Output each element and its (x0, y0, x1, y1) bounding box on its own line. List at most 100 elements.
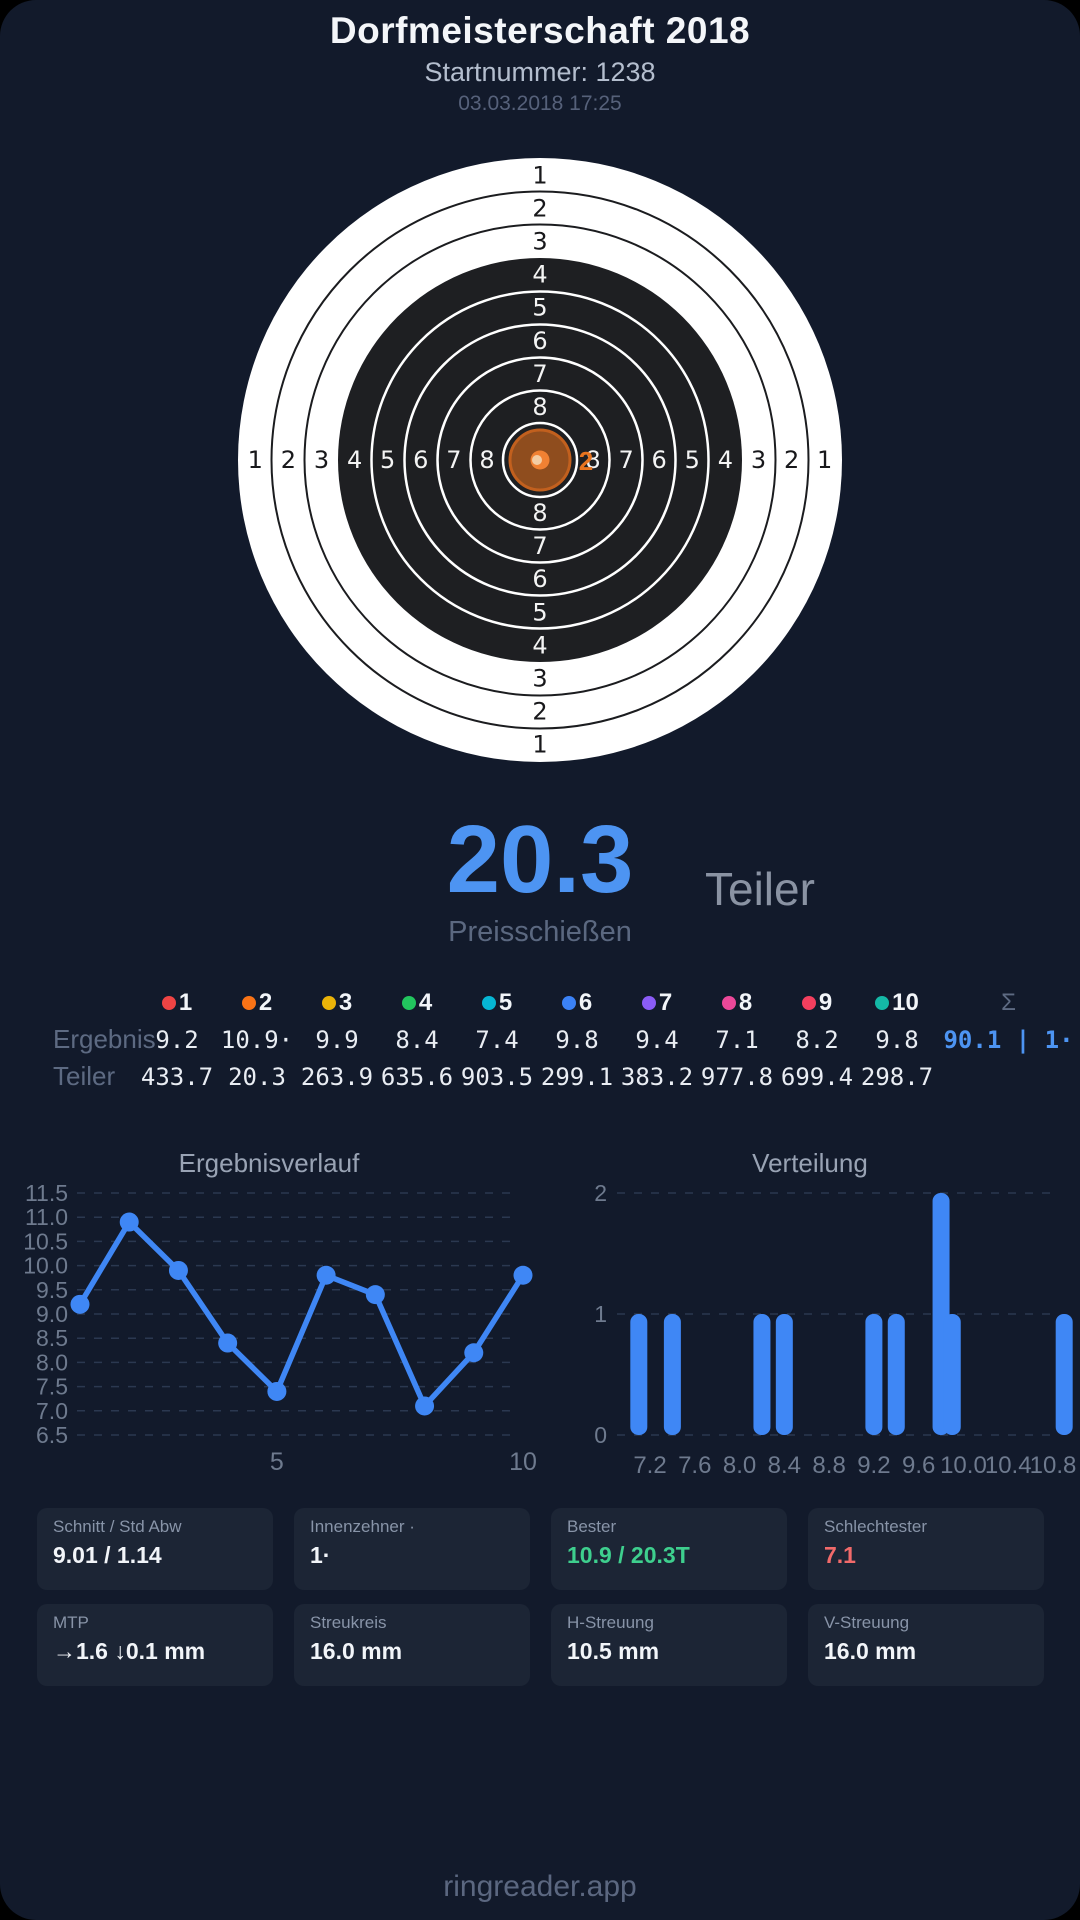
x-tick-label: 9.6 (902, 1452, 935, 1479)
sum-symbol: Σ (1001, 988, 1016, 1016)
shot-color-dot (161, 995, 176, 1010)
stat-card: Schnitt / Std Abw 9.01 / 1.14 (37, 1508, 273, 1590)
stat-label: Streukreis (310, 1613, 387, 1632)
y-tick-label: 9.5 (36, 1277, 68, 1303)
stat-label: Schlechtester (824, 1517, 927, 1536)
shot-color-dot (241, 995, 256, 1010)
target-ring-number: 1 (532, 161, 547, 189)
target-ring-number: 1 (248, 446, 263, 474)
selected-shot-teiler-value: 20.3 (446, 806, 634, 913)
y-tick-label: 10.5 (23, 1228, 68, 1254)
shot-legend-item[interactable]: 3 (297, 989, 377, 1017)
x-tick-label: 10 (509, 1448, 537, 1476)
shot-legend-item[interactable]: 10 (857, 989, 937, 1017)
stat-label: MTP (53, 1613, 89, 1632)
histogram-bar (753, 1314, 771, 1435)
target-ring-number: 6 (532, 565, 547, 593)
target-ring-number: 8 (479, 446, 494, 474)
target-ring-number: 6 (532, 327, 547, 355)
target-ring-number: 8 (532, 499, 547, 527)
y-tick-label: 2 (594, 1180, 607, 1206)
target-ring-number: 6 (413, 446, 428, 474)
data-point (513, 1265, 533, 1285)
data-point (267, 1381, 287, 1401)
teiler-value: 383.2 (620, 1062, 694, 1091)
shot-legend-item[interactable]: 7 (617, 989, 697, 1017)
teiler-value: 699.4 (780, 1062, 854, 1091)
shot-color-dot (321, 995, 336, 1010)
shot-legend-item[interactable]: 4 (377, 989, 457, 1017)
target-ring-line (270, 190, 810, 730)
target-ring-number: 3 (532, 228, 547, 256)
stat-value: 16.0 mm (310, 1638, 403, 1664)
histogram-bar (1055, 1314, 1073, 1435)
data-point (119, 1212, 139, 1232)
shot-number: 9 (818, 988, 833, 1016)
histogram-bar (887, 1314, 905, 1435)
shot-color-dot (481, 995, 496, 1010)
shot-color-dot (401, 995, 416, 1010)
shot-legend-item[interactable]: 6 (537, 989, 617, 1017)
target-ring-number: 2 (281, 446, 296, 474)
target-ring-number: 2 (532, 194, 547, 222)
shot-marker-highlight (532, 455, 542, 465)
stat-value: →1.6 ↓0.1 mm (53, 1638, 206, 1664)
target-ring-line (403, 323, 677, 597)
teiler-value: 263.9 (300, 1062, 374, 1091)
data-point (415, 1396, 435, 1416)
stat-card: Bester 10.9 / 20.3T (551, 1508, 787, 1590)
shot-number: 10 (892, 988, 919, 1016)
teiler-value: 903.5 (460, 1062, 534, 1091)
session-datetime: 03.03.2018 17:25 (458, 92, 622, 115)
stat-card: Streukreis 16.0 mm (294, 1604, 530, 1686)
shot-legend-item[interactable]: 8 (697, 989, 777, 1017)
target-ring-number: 8 (532, 393, 547, 421)
target-ring-number: 5 (532, 598, 547, 626)
shot-number: 8 (738, 988, 753, 1016)
target-ring-line (469, 389, 611, 531)
shot-legend-item[interactable]: 2 (217, 989, 297, 1017)
teiler-value: 20.3 (228, 1062, 286, 1091)
shot-color-dot (561, 995, 576, 1010)
x-tick-label: 5 (270, 1448, 284, 1476)
stat-card: Schlechtester 7.1 (808, 1508, 1044, 1590)
stat-label: V-Streuung (824, 1613, 910, 1632)
y-tick-label: 6.5 (36, 1422, 68, 1448)
shot-legend-item[interactable]: 5 (457, 989, 537, 1017)
target-ring-number: 5 (685, 446, 700, 474)
target-ring-line (303, 223, 777, 697)
ergebnis-value: 9.4 (635, 1025, 679, 1054)
shot-legend-item[interactable]: 1 (137, 989, 217, 1017)
x-tick-label: 10.8 (1030, 1452, 1077, 1479)
shot-color-dot (801, 995, 816, 1010)
target-ring-number: 4 (532, 631, 547, 659)
teiler-unit-label: Teiler (705, 863, 815, 915)
shot-number: 7 (658, 988, 673, 1016)
target-ring-number: 7 (532, 532, 547, 560)
y-tick-label: 8.5 (36, 1325, 68, 1351)
target-ring-number: 2 (784, 446, 799, 474)
target-ring-number: 4 (347, 446, 362, 474)
teiler-value: 635.6 (380, 1062, 454, 1091)
y-tick-label: 8.0 (36, 1349, 68, 1375)
shot-number: 2 (258, 988, 273, 1016)
shot-number: 6 (578, 988, 593, 1016)
line-chart-title: Ergebnisverlauf (178, 1148, 360, 1178)
target-ring-number: 6 (652, 446, 667, 474)
ergebnis-sum: 90.1 | 1· (943, 1025, 1074, 1054)
teiler-row-label: Teiler (53, 1061, 116, 1091)
stat-label: Schnitt / Std Abw (53, 1517, 182, 1536)
statistics-grid: Schnitt / Std Abw 9.01 / 1.14 Innenzehner … (37, 1508, 1044, 1686)
target-ring-number: 7 (532, 360, 547, 388)
x-tick-label: 8.0 (723, 1452, 756, 1479)
target-ring-number: 5 (532, 294, 547, 322)
teiler-value: 299.1 (540, 1062, 614, 1091)
shot-color-dot (721, 995, 736, 1010)
data-point (168, 1260, 188, 1280)
y-tick-label: 10.0 (23, 1253, 68, 1279)
data-point (365, 1285, 385, 1305)
shot-color-dot (875, 995, 890, 1010)
shot-legend-item[interactable]: 9 (777, 989, 857, 1017)
